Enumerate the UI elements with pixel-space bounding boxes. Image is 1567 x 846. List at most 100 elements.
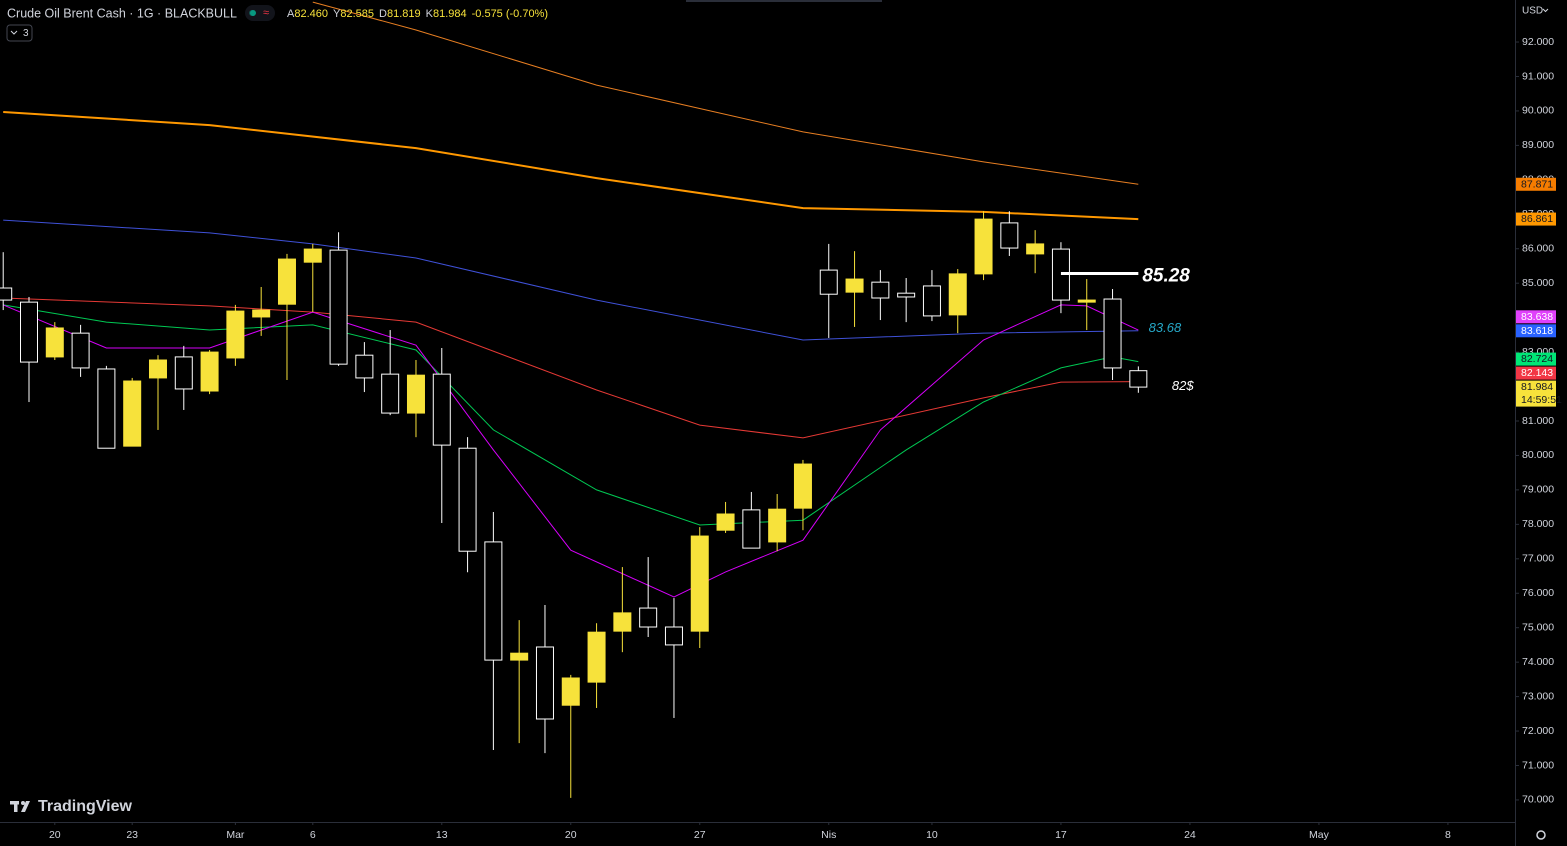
- candle-body: [922, 285, 941, 317]
- change: -0.575 (-0.70%): [472, 8, 548, 20]
- moving-average: [312, 1, 1139, 185]
- x-tick-label: 10: [926, 829, 938, 841]
- currency[interactable]: USD: [1522, 6, 1543, 17]
- y-tick-label: 86.000: [1522, 243, 1554, 255]
- ohlc-value: 82.460: [294, 8, 328, 20]
- candle-body: [1103, 298, 1122, 369]
- price-tag: [1516, 310, 1556, 324]
- annotation: 83.68: [1149, 320, 1182, 335]
- ohlc-value: 81.819: [387, 8, 421, 20]
- chart-title: Crude Oil Brent Cash · 1G · BLACKBULL: [7, 6, 237, 20]
- y-tick-label: 72.000: [1522, 725, 1554, 737]
- candle-body: [19, 301, 38, 363]
- candle-body: [1077, 299, 1096, 303]
- top-handle: [686, 0, 882, 2]
- y-tick-label: 70.000: [1522, 794, 1554, 806]
- candle-body: [71, 332, 90, 369]
- y-tick-label: 91.000: [1522, 70, 1554, 82]
- indicator-toggle[interactable]: [6, 24, 33, 42]
- x-tick-label: 8: [1445, 829, 1451, 841]
- y-tick-label: 90.000: [1522, 105, 1554, 117]
- candle-body: [381, 373, 400, 414]
- level-label: 85.28: [1142, 266, 1190, 287]
- y-tick-label: 71.000: [1522, 759, 1554, 771]
- ohlc-value: 82.585: [340, 8, 374, 20]
- candle-body: [690, 535, 709, 632]
- y-tick-label: 76.000: [1522, 587, 1554, 599]
- price-tag: [1516, 324, 1556, 338]
- candle-body: [0, 287, 13, 301]
- ohlc-key: D: [379, 8, 387, 20]
- candle-body: [1000, 222, 1019, 249]
- y-tick-label: 73.000: [1522, 690, 1554, 702]
- candle-body: [432, 373, 451, 446]
- candle-body: [355, 354, 374, 379]
- candle-body: [561, 677, 580, 706]
- price-tag: [1516, 352, 1556, 366]
- price-tag-label: 87.871: [1521, 178, 1553, 190]
- candle-body: [793, 463, 812, 509]
- settings-icon[interactable]: [1536, 830, 1546, 840]
- x-tick-label: 23: [126, 829, 138, 841]
- candle-body: [45, 327, 64, 358]
- candle-body: [174, 356, 193, 390]
- x-tick-label: 17: [1055, 829, 1067, 841]
- logo-mark: [14, 801, 18, 812]
- candle-body: [871, 281, 890, 299]
- candle-body: [200, 351, 219, 392]
- price-tag-label: 82.724: [1521, 353, 1553, 365]
- price-tag-label: 86.861: [1521, 213, 1553, 225]
- chevron-icon: [10, 30, 18, 35]
- candle-body: [123, 380, 142, 447]
- candle-body: [97, 368, 116, 449]
- y-tick-label: 74.000: [1522, 656, 1554, 668]
- candle-body: [845, 278, 864, 293]
- price-tag: [1516, 366, 1556, 380]
- x-tick-label: 13: [436, 829, 448, 841]
- candle-body: [303, 248, 322, 263]
- candle-body: [148, 359, 167, 379]
- candle-body: [587, 631, 606, 683]
- candle-body: [664, 626, 683, 646]
- moving-average: [3, 219, 1139, 341]
- candle-body: [613, 612, 632, 632]
- x-tick-label: 24: [1184, 829, 1196, 841]
- candle-body: [510, 652, 529, 661]
- candle-body: [458, 447, 477, 552]
- x-tick-label: 6: [310, 829, 316, 841]
- market-open-icon: [250, 10, 256, 16]
- y-tick-label: 78.000: [1522, 518, 1554, 530]
- candle-body: [329, 249, 348, 365]
- candle-body: [897, 292, 916, 298]
- ohlc-legend: A82.460 Y82.585 D81.819 K81.984 -0.575 (-0.7…: [287, 8, 548, 20]
- price-tag-label: 83.638: [1521, 311, 1553, 323]
- x-tick-label: Mar: [226, 829, 245, 841]
- ohlc-key: A: [287, 8, 295, 20]
- indicator-count: 3: [23, 28, 29, 39]
- price-tag-label: 82.143: [1521, 367, 1553, 379]
- ohlc-value: 81.984: [433, 8, 467, 20]
- ohlc-key: K: [426, 8, 434, 20]
- status-pill[interactable]: [245, 5, 275, 21]
- logo-mark: [21, 801, 25, 805]
- x-tick-label: May: [1309, 829, 1330, 841]
- candle-body: [716, 513, 735, 531]
- price-tag-label: 81.984: [1521, 381, 1553, 393]
- y-tick-label: 89.000: [1522, 139, 1554, 151]
- currency-chevron: [1542, 8, 1549, 13]
- candle-body: [819, 269, 838, 295]
- y-tick-label: 77.000: [1522, 553, 1554, 565]
- candle-body: [1129, 370, 1148, 388]
- candle-body: [974, 218, 993, 275]
- price-tags: 87.871 86.861 83.618 82.143 82.724 83.638 81.9…: [1516, 177, 1562, 407]
- y-tick-label: 75.000: [1522, 621, 1554, 633]
- price-tag-label: 83.618: [1521, 325, 1553, 337]
- delay-icon: ≈: [263, 7, 269, 19]
- x-tick-label: Nis: [821, 829, 836, 841]
- y-tick-label: 80.000: [1522, 449, 1554, 461]
- price-tag: [1516, 380, 1556, 407]
- brand-name: TradingView: [38, 798, 133, 815]
